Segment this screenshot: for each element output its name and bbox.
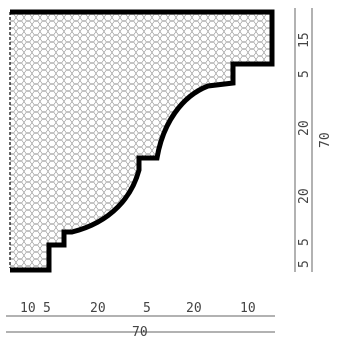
- bottom-total-label: 70: [132, 325, 148, 340]
- profile-shape: [10, 9, 275, 273]
- right-dim-label: 15: [297, 32, 312, 48]
- bottom-dim-label: 10: [240, 301, 256, 316]
- right-dim-label: 5: [297, 70, 312, 78]
- right-dim-label: 5: [297, 260, 312, 268]
- right-dim-label: 20: [297, 120, 312, 136]
- bottom-dim-label: 20: [90, 301, 106, 316]
- bottom-dim-label: 5: [43, 301, 51, 316]
- bottom-dim-label: 10: [20, 301, 36, 316]
- bottom-dim-label: 20: [186, 301, 202, 316]
- right-dim-label: 20: [297, 188, 312, 204]
- bottom-dim-label: 5: [143, 301, 151, 316]
- right-total-label: 70: [318, 132, 333, 148]
- right-dim-label: 5: [297, 238, 312, 246]
